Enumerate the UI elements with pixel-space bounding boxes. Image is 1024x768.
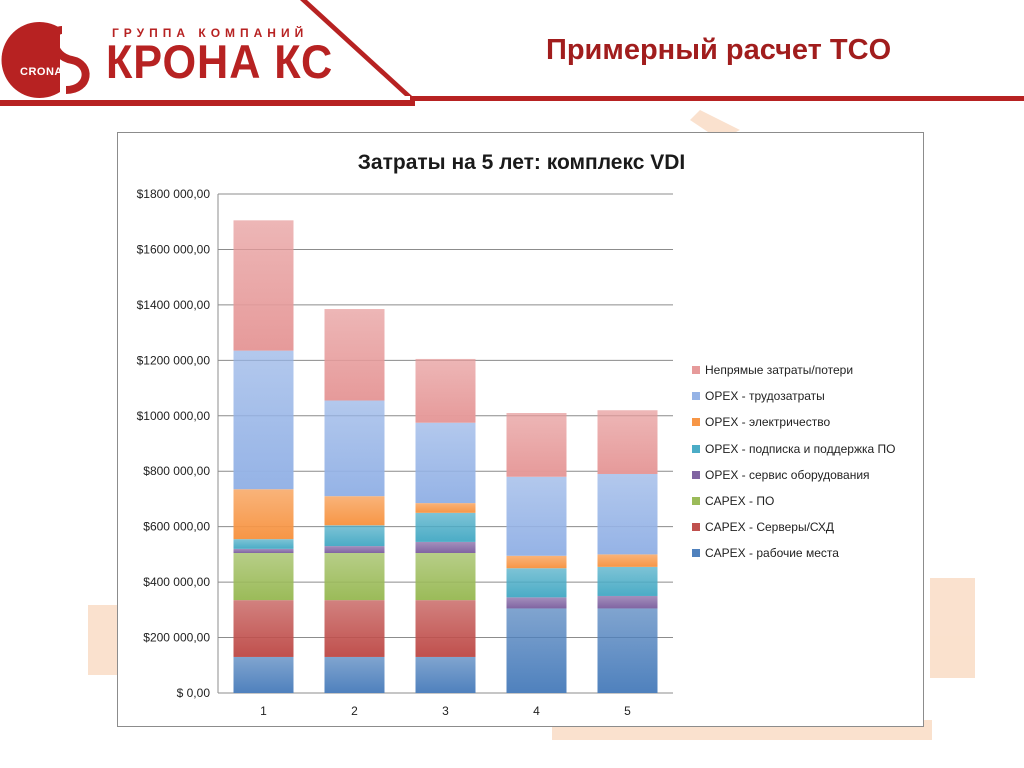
chart-legend: Непрямые затраты/потери OPEX - трудозатра… [692, 357, 920, 567]
bar-segment [415, 656, 476, 693]
legend-label: CAPEX - ПО [705, 494, 775, 509]
legend-label: CAPEX - Серверы/СХД [705, 520, 835, 535]
chart-plot: $ 0,00 $200 000,00 $400 000,00 $600 000,00 $… [137, 187, 673, 718]
page-title: Примерный расчет TCO [546, 34, 892, 66]
bar-segment [324, 600, 385, 657]
bar-segment [506, 568, 567, 598]
legend-swatch [692, 444, 700, 453]
legend-item: CAPEX - ПО [692, 488, 920, 514]
legend-swatch [692, 366, 700, 375]
bar-segment [597, 595, 658, 609]
bar-segment [415, 512, 476, 542]
legend-swatch [692, 392, 700, 401]
legend-item: OPEX - подписка и поддержка ПО [692, 436, 920, 462]
bar-segment [415, 600, 476, 657]
legend-label: OPEX - трудозатраты [705, 389, 825, 404]
bar-segment [233, 656, 294, 693]
bar-segment [233, 489, 294, 540]
bar-segment [597, 473, 658, 555]
legend-item: Непрямые затраты/потери [692, 357, 920, 383]
y-tick-label: $1000 000,00 [137, 409, 211, 423]
bar-segment [597, 554, 658, 567]
y-tick-label: $200 000,00 [143, 631, 210, 645]
bar-segment [415, 358, 476, 423]
bar-segment [415, 553, 476, 601]
header-graphics [0, 0, 1024, 106]
y-tick-label: $800 000,00 [143, 464, 210, 478]
y-tick-label: $1800 000,00 [137, 187, 211, 201]
chart-container: Затраты на 5 лет: комплекс VDI $ 0,00 $20… [117, 132, 924, 727]
logo-emblem [1, 22, 61, 98]
legend-label: Непрямые затраты/потери [705, 363, 854, 378]
bar-segment [597, 608, 658, 693]
bar-segment [324, 546, 385, 554]
legend-label: CAPEX - рабочие места [705, 546, 839, 561]
logo-company-name: КРОНА КС [106, 35, 334, 88]
y-tick-label: $1600 000,00 [137, 242, 211, 256]
bar-segment [597, 566, 658, 596]
legend-swatch [692, 523, 700, 532]
chart-title: Затраты на 5 лет: комплекс VDI [357, 151, 686, 174]
bar-segment [324, 553, 385, 601]
legend-item: CAPEX - рабочие места [692, 540, 920, 566]
logo-s-mark [50, 26, 90, 94]
x-tick-label: 2 [351, 704, 358, 718]
legend-item: OPEX - сервис оборудования [692, 462, 920, 488]
bar-segment [233, 220, 294, 351]
legend-swatch [692, 470, 700, 479]
bar-segment [415, 503, 476, 513]
bar-segment [233, 600, 294, 657]
bar-segment [324, 400, 385, 497]
deco-right-shape [930, 578, 975, 678]
legend-label: OPEX - электричество [705, 415, 831, 430]
bar-segment [415, 422, 476, 504]
bar-segment [233, 553, 294, 601]
logo-small-text: CRONA [20, 66, 63, 78]
bar-segment [233, 350, 294, 490]
legend-item: OPEX - электричество [692, 409, 920, 435]
bar-segment [324, 525, 385, 547]
y-tick-label: $ 0,00 [177, 686, 211, 700]
bar-segment [506, 555, 567, 569]
legend-swatch [692, 418, 700, 427]
y-tick-label: $1200 000,00 [137, 353, 211, 367]
bar-segment [324, 496, 385, 526]
legend-item: CAPEX - Серверы/СХД [692, 514, 920, 540]
bar-segment [324, 656, 385, 693]
x-tick-label: 5 [624, 704, 631, 718]
y-tick-label: $400 000,00 [143, 575, 210, 589]
bar-segment [597, 410, 658, 474]
bar-segment [233, 539, 294, 549]
bar-segment [415, 541, 476, 554]
slide-header: CRONA ГРУППА КОМПАНИЙ КРОНА КС Примерный… [0, 0, 1024, 108]
y-tick-label: $1400 000,00 [137, 298, 211, 312]
x-tick-label: 4 [533, 704, 540, 718]
x-tick-label: 3 [442, 704, 449, 718]
legend-item: OPEX - трудозатраты [692, 383, 920, 409]
bar-segment [506, 413, 567, 477]
bar-segment [233, 548, 294, 554]
legend-swatch [692, 549, 700, 558]
legend-label: OPEX - сервис оборудования [705, 467, 870, 482]
x-tick-label: 1 [260, 704, 267, 718]
deco-left-shape [88, 605, 118, 675]
legend-label: OPEX - подписка и поддержка ПО [705, 441, 896, 456]
legend-swatch [692, 497, 700, 506]
logo-group-text: ГРУППА КОМПАНИЙ [112, 26, 309, 40]
bar-segment [506, 476, 567, 556]
bar-segment [506, 608, 567, 693]
bar-segment [324, 309, 385, 401]
y-tick-label: $600 000,00 [143, 520, 210, 534]
bar-segment [506, 597, 567, 609]
